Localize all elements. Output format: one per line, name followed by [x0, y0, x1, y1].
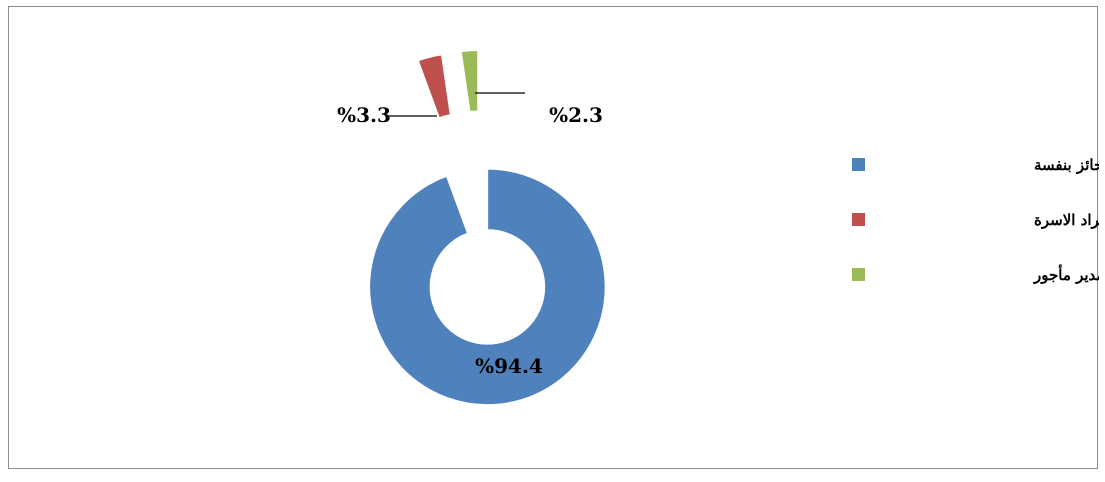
slice-hired [460, 49, 479, 113]
legend: يديرها الحائز بنفسة يديرها احد افراد الاس… [852, 156, 1099, 284]
legend-label: يديرها الحائز بنفسة [1034, 156, 1099, 174]
legend-label: يديرها احد افراد الاسرة [1034, 211, 1099, 229]
legend-item-hired: يديرها مدير مأجور [852, 264, 1099, 284]
data-label-hired: %2.3 [549, 103, 603, 127]
slices-layer [368, 49, 607, 406]
data-label-owner: %94.4 [475, 354, 543, 378]
legend-swatch [852, 158, 865, 171]
leader-lines-layer [389, 92, 525, 117]
legend-label: يديرها مدير مأجور [1033, 264, 1099, 284]
donut-chart: %94.4%3.3%2.3 يديرها الحائز بنفسةيديرها … [337, 49, 1099, 406]
legend-item-family: يديرها احد افراد الاسرة [852, 211, 1099, 229]
chart-frame: %94.4%3.3%2.3 يديرها الحائز بنفسةيديرها … [8, 6, 1099, 469]
slice-family [417, 53, 452, 119]
legend-item-owner: يديرها الحائز بنفسة [852, 156, 1099, 174]
data-label-family: %3.3 [337, 103, 391, 127]
legend-swatch [852, 268, 865, 281]
legend-swatch [852, 213, 865, 226]
slice-owner [368, 168, 607, 406]
data-labels-layer: %94.4 %3.3 %2.3 [337, 103, 603, 378]
